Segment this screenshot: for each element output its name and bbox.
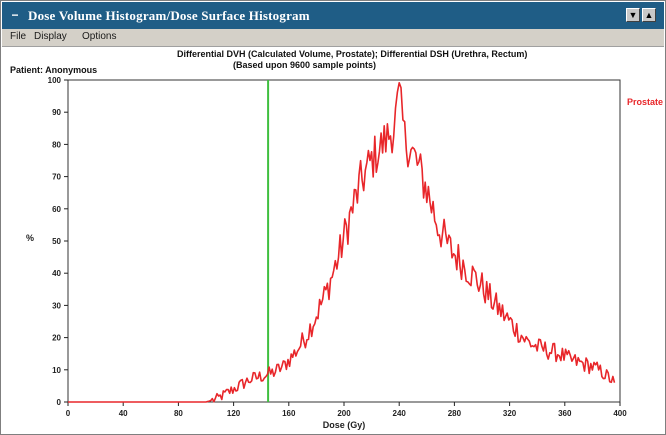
x-tick-label: 200	[337, 409, 351, 418]
y-tick-label: 60	[52, 205, 61, 214]
x-tick-label: 400	[613, 409, 627, 418]
x-axis-title: Dose (Gy)	[323, 420, 366, 430]
patient-label: Patient: Anonymous	[10, 65, 98, 75]
menu-file[interactable]: File	[10, 31, 27, 42]
menu-bar: File Display Options	[2, 29, 664, 47]
menu-options[interactable]: Options	[82, 31, 117, 42]
chart-title-line2: (Based upon 9600 sample points)	[233, 60, 377, 70]
x-tick-label: 40	[119, 409, 128, 418]
x-tick-label: 160	[282, 409, 296, 418]
plot-frame	[67, 79, 621, 403]
y-tick-label: 100	[48, 76, 62, 85]
y-tick-label: 20	[52, 334, 61, 343]
x-tick-label: 320	[503, 409, 517, 418]
x-tick-label: 360	[558, 409, 572, 418]
minimize-button[interactable]: ▼	[626, 8, 640, 22]
y-tick-label: 90	[52, 108, 61, 117]
y-tick-label: 50	[52, 237, 61, 246]
x-tick-label: 120	[227, 409, 241, 418]
maximize-button[interactable]: ▲	[642, 8, 656, 22]
system-menu-icon[interactable]: −	[6, 8, 24, 23]
y-tick-label: 30	[52, 301, 61, 310]
x-tick-label: 280	[448, 409, 462, 418]
y-tick-label: 70	[52, 173, 61, 182]
window-title: Dose Volume Histogram/Dose Surface Histo…	[28, 8, 310, 23]
y-tick-label: 80	[52, 140, 61, 149]
y-axis-title: %	[26, 233, 34, 243]
chart-title-line1: Differential DVH (Calculated Volume, Pro…	[177, 49, 528, 59]
series-line-prostate	[68, 82, 616, 403]
y-tick-label: 40	[52, 269, 61, 278]
menu-display[interactable]: Display	[34, 31, 67, 42]
x-tick-label: 240	[393, 409, 407, 418]
y-tick-label: 10	[52, 366, 61, 375]
title-bar[interactable]: − Dose Volume Histogram/Dose Surface His…	[2, 2, 664, 29]
x-tick-label: 80	[174, 409, 183, 418]
x-tick-label: 0	[66, 409, 71, 418]
y-tick-label: 0	[57, 398, 62, 407]
legend-prostate: Prostate	[626, 97, 663, 107]
